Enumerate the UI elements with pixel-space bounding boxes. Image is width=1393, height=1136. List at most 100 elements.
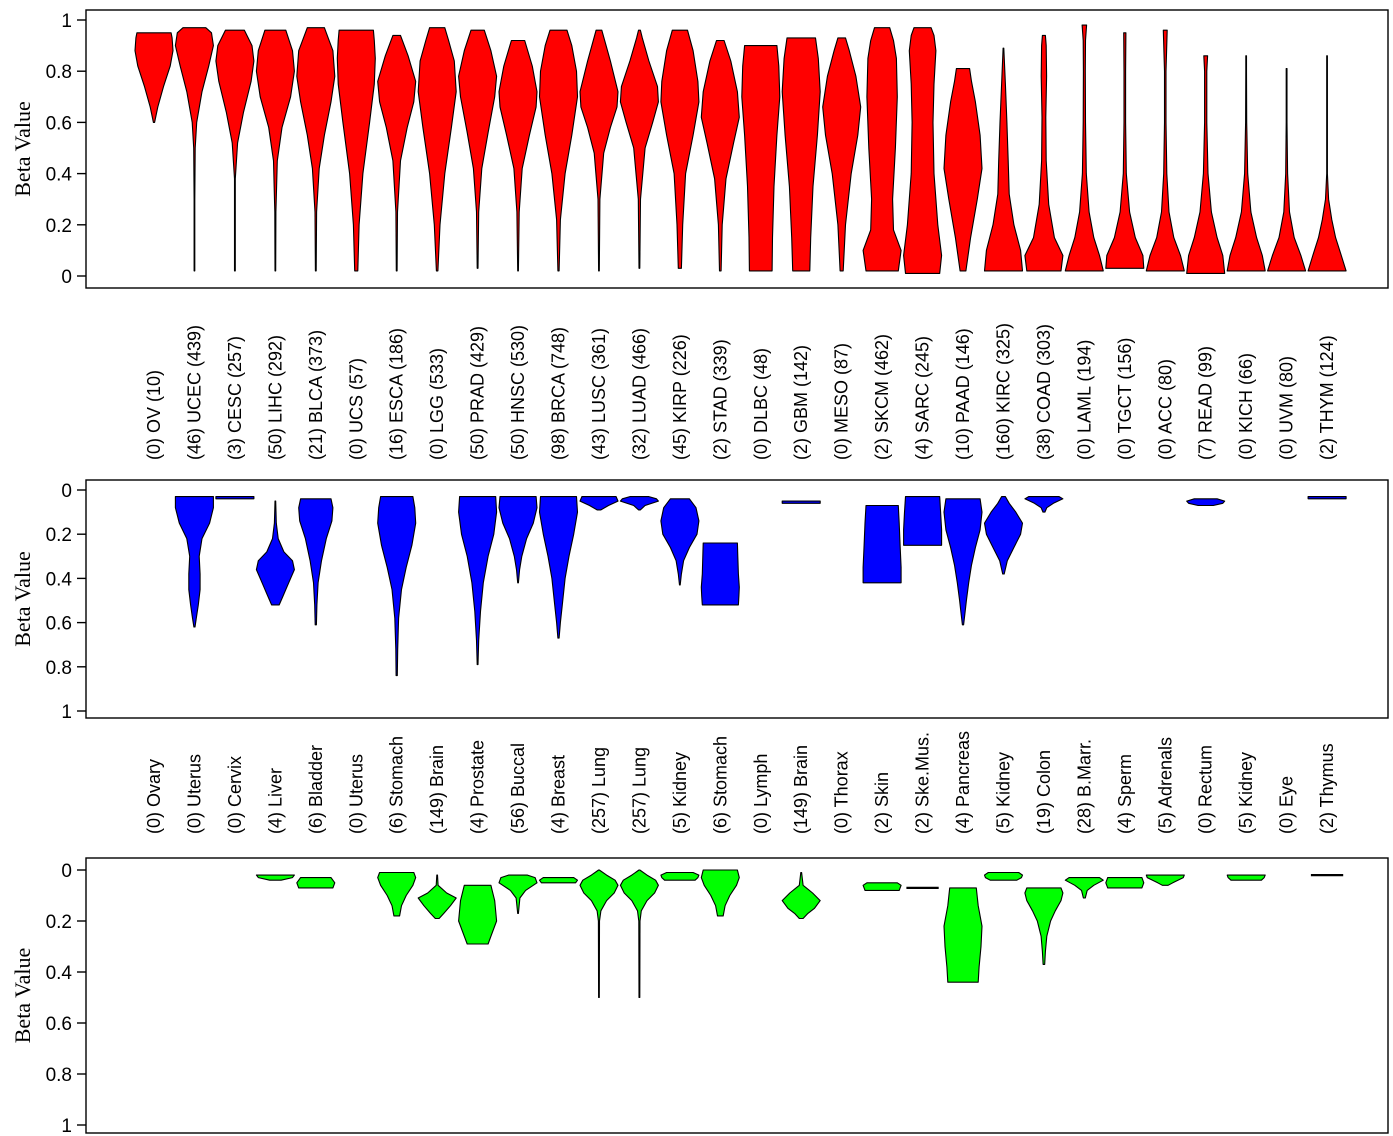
- y-axis-label: Beta Value: [10, 551, 35, 647]
- plot-frame: [85, 9, 1389, 289]
- plot-frame: [85, 857, 1389, 1134]
- violin-mark: [660, 498, 700, 586]
- violin-mark: [1064, 877, 1104, 899]
- x-category-label: (2) Ske.Mus.: [913, 732, 933, 834]
- x-category-label: (0) Eye: [1277, 776, 1297, 834]
- y-tick-label: 0.4: [46, 165, 73, 186]
- x-category-label: (0) OV (10): [144, 370, 164, 460]
- x-category-label: (0) Thorax: [832, 751, 852, 834]
- violin-mark: [377, 34, 417, 272]
- violin-mark: [700, 869, 740, 917]
- x-category-label: (46) UCEC (439): [184, 325, 204, 460]
- violin-mark: [862, 882, 902, 891]
- x-category-label: (2) STAD (339): [710, 339, 730, 460]
- violin-mark: [700, 542, 740, 606]
- x-category-label: (0) LGG (533): [427, 348, 447, 460]
- violin-mark: [498, 496, 538, 584]
- violin-mark: [1064, 24, 1104, 272]
- x-category-label: (21) BLCA (373): [306, 330, 326, 460]
- x-category-label: (6) Stomach: [710, 736, 730, 834]
- violin-mark: [215, 496, 255, 500]
- x-category-label: (6) Stomach: [387, 736, 407, 834]
- x-category-label: (257) Lung: [589, 747, 609, 834]
- violin-mark: [1024, 34, 1064, 272]
- violin-mark: [538, 496, 579, 639]
- y-tick-label: 0.8: [46, 658, 72, 679]
- violin-mark: [1105, 877, 1145, 889]
- violin-mark: [417, 27, 457, 272]
- x-category-label: (0) MESO (87): [832, 343, 852, 460]
- x-category-label: (0) Cervix: [225, 756, 245, 834]
- plot-frame: [85, 479, 1389, 719]
- violin-mark: [377, 496, 417, 677]
- x-category-label: (257) Lung: [629, 747, 649, 834]
- x-category-label: (5) Kidney: [993, 752, 1013, 834]
- violin-mark: [983, 496, 1024, 575]
- violin-mark: [943, 498, 983, 626]
- violin-mark: [336, 29, 376, 272]
- x-category-label: (2) Thymus: [1317, 743, 1337, 834]
- violin-mark: [377, 871, 417, 917]
- x-category-label: (0) DLBC (48): [751, 348, 771, 460]
- violin-mark: [781, 500, 821, 504]
- x-category-label: (50) LIHC (292): [265, 335, 285, 460]
- y-tick-label: 0.4: [46, 963, 73, 984]
- violin-mark: [1186, 55, 1226, 274]
- panel-normal-tissues-replicate: 0 0.2 0.4 0.6 0.8 1 Beta Value: [10, 857, 1389, 1136]
- x-category-label: (32) LUAD (466): [629, 328, 649, 460]
- violin-mark: [619, 29, 659, 269]
- violin-mark: [298, 498, 334, 626]
- y-tick-label: 0.8: [46, 1065, 72, 1086]
- y-tick-label: 0.6: [46, 614, 72, 635]
- y-tick-label: 0: [61, 267, 72, 288]
- x-category-label: (38) COAD (303): [1034, 324, 1054, 460]
- violin-mark: [538, 29, 579, 272]
- violin-mark: [174, 496, 214, 628]
- x-category-label: (0) Uterus: [184, 754, 204, 834]
- violin-mark: [822, 37, 862, 272]
- violin-mark: [1307, 496, 1347, 500]
- x-category-label: (19) Colon: [1034, 750, 1054, 834]
- x-category-label: (10) PAAD (146): [953, 328, 973, 460]
- violin-mark: [781, 871, 821, 920]
- violin-mark: [1226, 55, 1266, 272]
- x-category-label: (4) Pancreas: [953, 731, 973, 834]
- violin-mark: [458, 496, 498, 666]
- violin-mark: [1105, 32, 1145, 269]
- violin-mark: [700, 39, 740, 272]
- x-category-label: (2) GBM (142): [791, 345, 811, 460]
- violin-mark: [538, 877, 579, 884]
- violin-mark: [296, 877, 336, 889]
- violin-mark: [862, 27, 902, 272]
- violin-mark: [134, 32, 174, 123]
- violin-mark: [498, 874, 538, 914]
- panel-normal-tissues: 0 0.2 0.4 0.6 0.8 1 Beta Value (0) Ovary (0) Ute…: [10, 479, 1389, 834]
- y-tick-label: 0.6: [46, 1014, 72, 1035]
- x-category-label: (0) LAML (194): [1074, 340, 1094, 460]
- violin-mark: [619, 869, 659, 999]
- violin-mark: [296, 27, 336, 272]
- violin-mark: [1267, 68, 1307, 272]
- panel-tcga-tumors: 0 0.2 0.4 0.6 0.8 1 Beta Value (0) OV (10) (46) …: [10, 9, 1389, 460]
- violin-mark: [903, 27, 943, 274]
- y-axis-label: Beta Value: [10, 948, 35, 1044]
- violin-mark: [741, 45, 781, 272]
- violin-mark: [1226, 874, 1266, 881]
- violin-mark: [862, 504, 902, 584]
- violin-mark: [498, 39, 538, 272]
- x-category-label: (28) B.Marr.: [1074, 739, 1094, 834]
- x-category-label: (149) Brain: [791, 745, 811, 834]
- x-category-label: (4) Prostate: [468, 740, 488, 834]
- x-category-label: (45) KIRP (226): [670, 334, 690, 460]
- x-category-label: (5) Kidney: [1236, 752, 1256, 834]
- y-tick-label: 0.4: [46, 569, 73, 590]
- x-category-label: (0) UVM (80): [1277, 356, 1297, 460]
- x-category-label: (3) CESC (257): [225, 336, 245, 460]
- violin-mark: [660, 29, 700, 269]
- y-tick-label: 0.8: [46, 62, 72, 83]
- violin-mark: [943, 68, 983, 272]
- x-category-label: (149) Brain: [427, 745, 447, 834]
- x-category-label: (4) Liver: [265, 768, 285, 834]
- violin-mark: [458, 29, 498, 269]
- x-category-label: (0) TGCT (156): [1115, 338, 1135, 460]
